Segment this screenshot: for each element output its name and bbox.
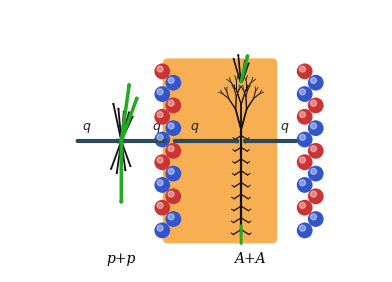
Circle shape [308, 75, 324, 91]
Circle shape [308, 166, 324, 182]
Circle shape [157, 180, 163, 186]
Circle shape [154, 200, 170, 215]
Circle shape [168, 168, 174, 174]
Circle shape [308, 143, 324, 159]
Circle shape [154, 177, 170, 193]
Circle shape [297, 200, 312, 215]
Circle shape [154, 132, 170, 147]
Circle shape [310, 78, 316, 83]
Circle shape [157, 225, 163, 231]
Text: p+p: p+p [107, 252, 136, 266]
Circle shape [157, 89, 163, 95]
Circle shape [168, 191, 174, 197]
Circle shape [168, 146, 174, 152]
Circle shape [310, 123, 316, 129]
Circle shape [165, 98, 181, 113]
Circle shape [299, 225, 305, 231]
Circle shape [297, 86, 312, 102]
Text: q: q [152, 120, 160, 133]
Circle shape [157, 112, 163, 118]
Circle shape [308, 188, 324, 204]
Circle shape [165, 166, 181, 182]
Circle shape [168, 214, 174, 220]
Circle shape [299, 202, 305, 208]
Circle shape [310, 214, 316, 220]
Circle shape [297, 132, 312, 147]
Circle shape [299, 89, 305, 95]
Circle shape [168, 123, 174, 129]
Circle shape [154, 222, 170, 238]
Circle shape [157, 66, 163, 72]
Circle shape [154, 154, 170, 170]
Circle shape [308, 98, 324, 113]
Circle shape [165, 143, 181, 159]
Circle shape [310, 168, 316, 174]
Circle shape [157, 134, 163, 140]
Circle shape [157, 202, 163, 208]
Circle shape [308, 211, 324, 227]
Circle shape [165, 120, 181, 136]
Text: q: q [281, 120, 289, 133]
Circle shape [154, 63, 170, 79]
Text: A+A: A+A [234, 252, 265, 266]
Circle shape [165, 188, 181, 204]
Circle shape [297, 109, 312, 125]
Circle shape [308, 120, 324, 136]
Text: q: q [191, 120, 198, 133]
Circle shape [297, 63, 312, 79]
Circle shape [165, 211, 181, 227]
Circle shape [310, 146, 316, 152]
Circle shape [168, 100, 174, 106]
Circle shape [154, 86, 170, 102]
Circle shape [299, 66, 305, 72]
Circle shape [165, 75, 181, 91]
Circle shape [168, 78, 174, 83]
Circle shape [154, 109, 170, 125]
Circle shape [297, 177, 312, 193]
Circle shape [299, 134, 305, 140]
Circle shape [157, 157, 163, 163]
Circle shape [297, 222, 312, 238]
FancyBboxPatch shape [163, 58, 277, 243]
Circle shape [299, 112, 305, 118]
Circle shape [297, 154, 312, 170]
Circle shape [310, 100, 316, 106]
Text: q: q [82, 120, 90, 133]
Circle shape [299, 180, 305, 186]
Circle shape [299, 157, 305, 163]
Circle shape [310, 191, 316, 197]
